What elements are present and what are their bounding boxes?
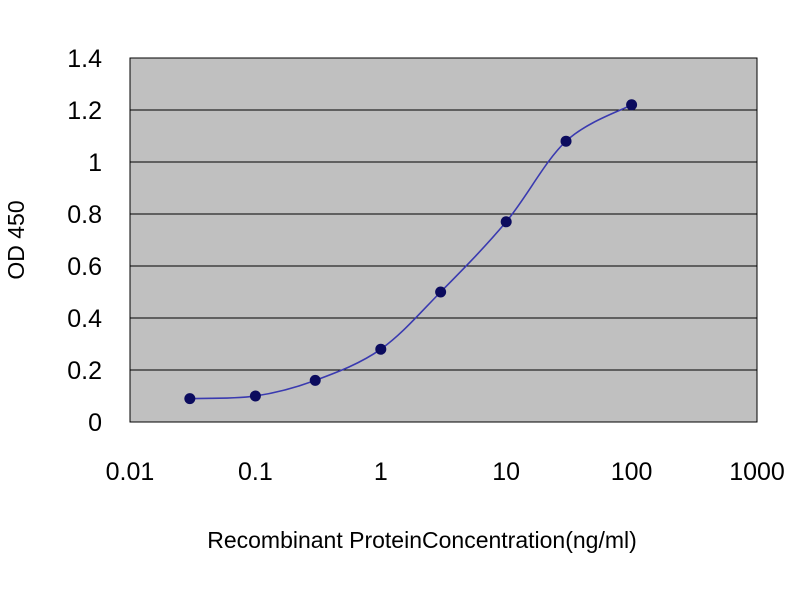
y-axis-title: OD 450: [3, 200, 29, 279]
x-tick-label: 1000: [729, 458, 785, 486]
data-point: [626, 99, 638, 111]
data-point: [249, 390, 261, 402]
plot-area: [129, 57, 758, 423]
series-line: [189, 104, 632, 400]
data-point: [435, 286, 447, 298]
y-tick-label: 1.2: [67, 97, 102, 125]
y-tick-label: 0.6: [67, 253, 102, 281]
y-tick-label: 1.4: [67, 45, 102, 73]
data-point: [500, 216, 512, 228]
x-tick-label: 1: [374, 458, 388, 486]
gridlines: [130, 109, 757, 371]
x-tick-label: 10: [492, 458, 520, 486]
y-tick-label: 0.8: [67, 201, 102, 229]
y-tick-label: 0.2: [67, 357, 102, 385]
data-point: [560, 135, 572, 147]
y-tick-label: 0: [88, 409, 102, 437]
x-tick-labels: 0.01 0.1 1 10 100 1000: [106, 458, 785, 486]
x-axis-title: Recombinant ProteinConcentration(ng/ml): [207, 527, 637, 553]
y-tick-label: 0.4: [67, 305, 102, 333]
data-point: [184, 393, 196, 405]
y-tick-labels: 0 0.2 0.4 0.6 0.8 1 1.2 1.4: [67, 45, 102, 437]
x-tick-label: 0.01: [106, 458, 155, 486]
x-tick-label: 100: [611, 458, 653, 486]
y-tick-label: 1: [88, 149, 102, 177]
series: [184, 99, 638, 405]
x-tick-label: 0.1: [238, 458, 273, 486]
data-point: [309, 374, 321, 386]
data-point: [375, 343, 387, 355]
